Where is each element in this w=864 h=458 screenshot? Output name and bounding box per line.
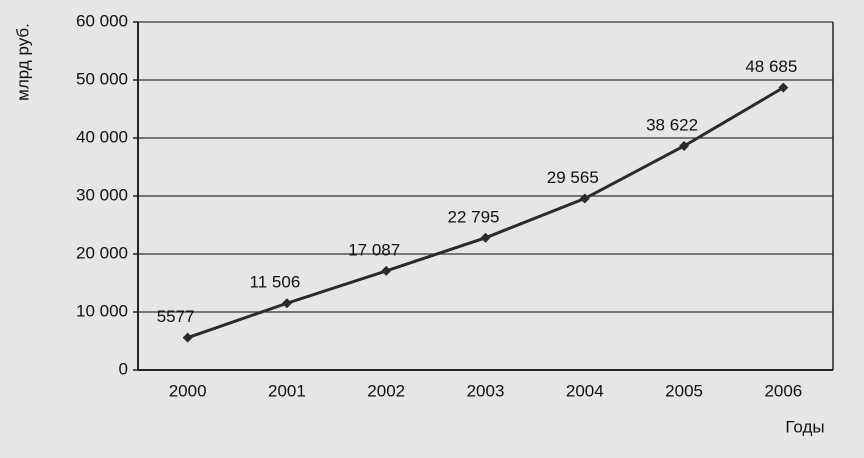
y-tick-label: 20 000 bbox=[76, 243, 128, 262]
data-label: 29 565 bbox=[547, 168, 599, 187]
x-axis-label: Годы bbox=[785, 417, 824, 436]
data-point bbox=[679, 140, 690, 151]
y-tick-label: 40 000 bbox=[76, 127, 128, 146]
data-label: 38 622 bbox=[646, 115, 698, 134]
data-point bbox=[281, 298, 292, 309]
x-tick-label: 2005 bbox=[665, 381, 703, 400]
data-point bbox=[480, 232, 491, 243]
y-tick-label: 10 000 bbox=[76, 301, 128, 320]
y-tick-label: 0 bbox=[119, 359, 128, 378]
y-tick-label: 60 000 bbox=[76, 11, 128, 30]
y-tick-label: 30 000 bbox=[76, 185, 128, 204]
y-tick-label: 50 000 bbox=[76, 69, 128, 88]
y-axis-label: млрд руб. bbox=[13, 23, 32, 101]
data-label: 48 685 bbox=[745, 57, 797, 76]
data-point bbox=[182, 332, 193, 343]
x-tick-label: 2003 bbox=[467, 381, 505, 400]
data-label: 22 795 bbox=[448, 207, 500, 226]
data-point bbox=[381, 265, 392, 276]
x-tick-label: 2000 bbox=[169, 381, 207, 400]
x-tick-label: 2002 bbox=[367, 381, 405, 400]
x-tick-label: 2006 bbox=[764, 381, 802, 400]
data-label: 11 506 bbox=[250, 273, 301, 292]
data-label: 5577 bbox=[157, 307, 195, 326]
data-point bbox=[579, 193, 590, 204]
data-label: 17 087 bbox=[348, 240, 400, 259]
data-point bbox=[778, 82, 789, 93]
x-tick-label: 2001 bbox=[268, 381, 306, 400]
x-tick-label: 2004 bbox=[566, 381, 604, 400]
